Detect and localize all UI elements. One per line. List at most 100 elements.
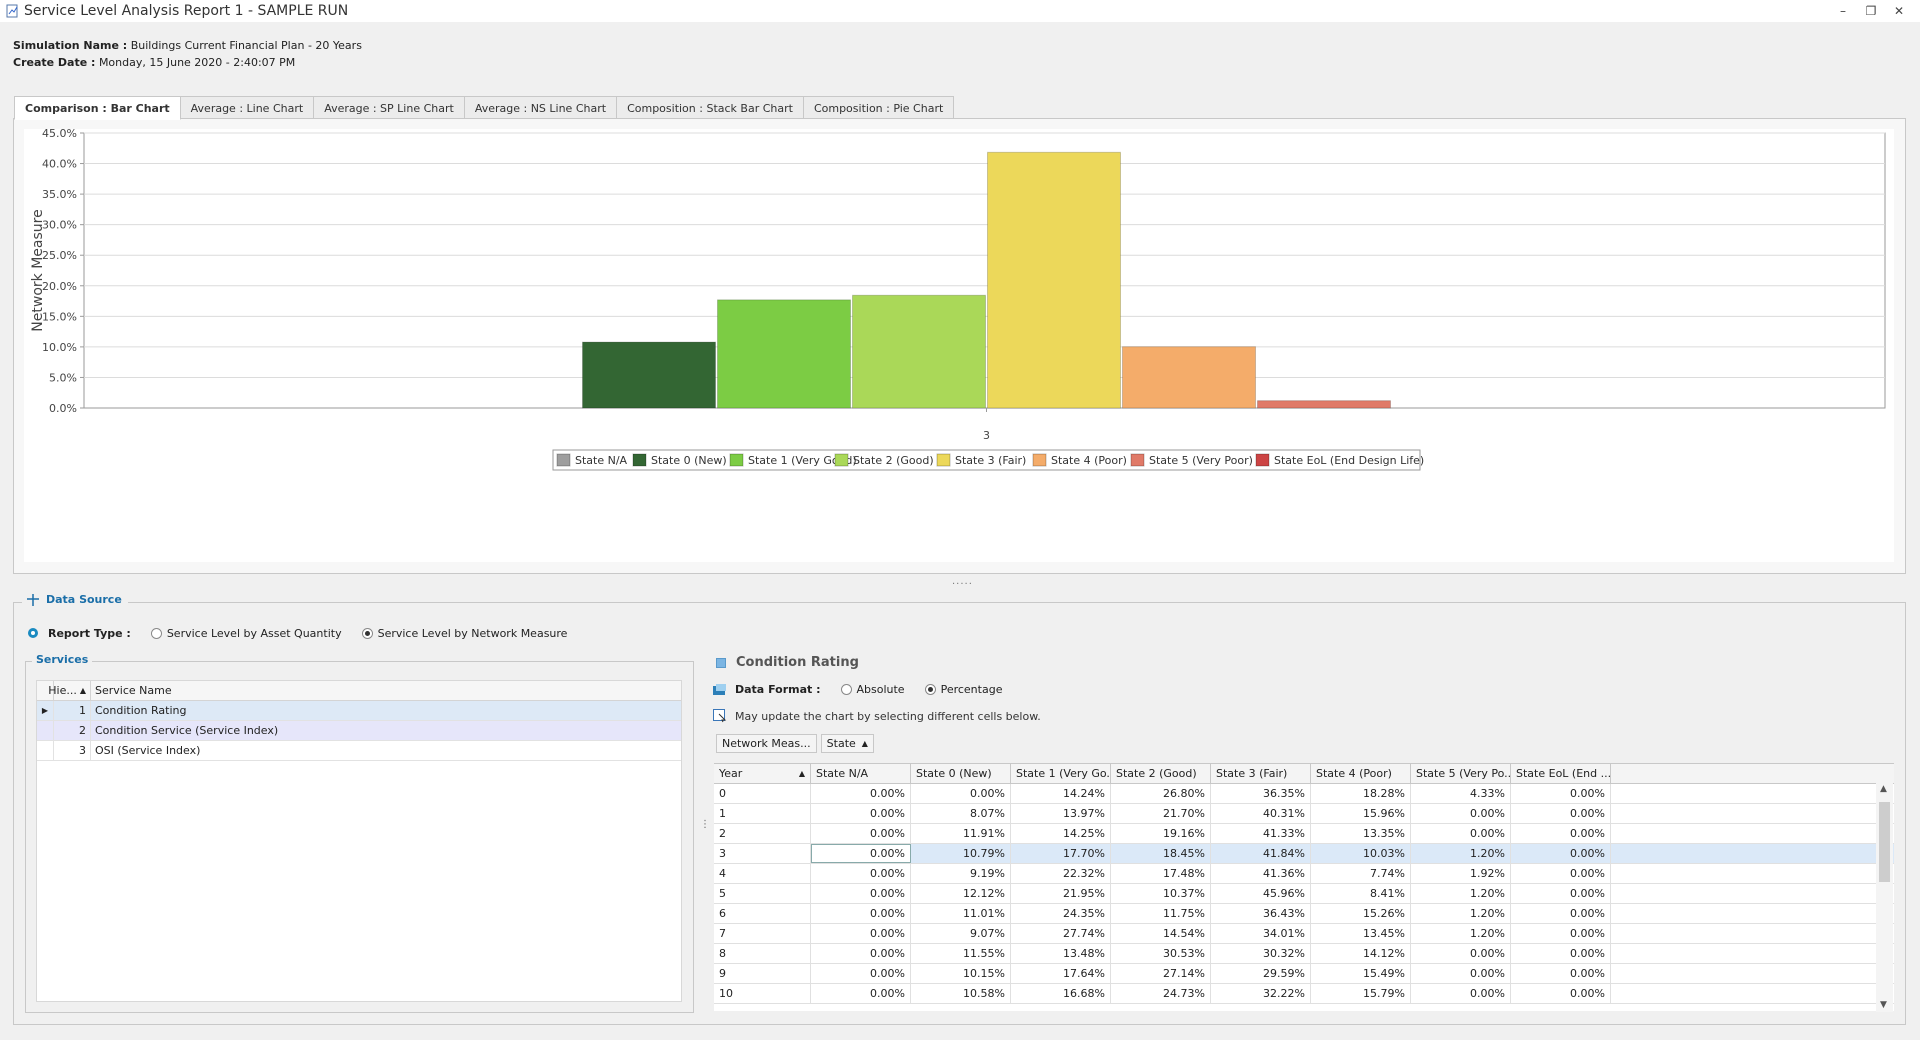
legend-label[interactable]: State 1 (Very Good) (748, 454, 857, 467)
radio-network-measure-dot[interactable] (361, 627, 373, 639)
column-header[interactable]: State 5 (Very Po... (1411, 764, 1511, 783)
value-cell[interactable]: 41.36% (1211, 864, 1311, 883)
value-cell[interactable]: 26.80% (1111, 784, 1211, 803)
scrollbar-thumb[interactable] (1879, 802, 1890, 882)
value-cell[interactable]: 13.35% (1311, 824, 1411, 843)
radio-asset-quantity[interactable]: Service Level by Asset Quantity (150, 627, 342, 640)
legend-label[interactable]: State 5 (Very Poor) (1149, 454, 1253, 467)
tab-average-line-chart[interactable]: Average : Line Chart (179, 96, 315, 119)
value-cell[interactable]: 8.07% (911, 804, 1011, 823)
radio-network-measure[interactable]: Service Level by Network Measure (361, 627, 567, 640)
value-cell[interactable]: 1.20% (1411, 924, 1511, 943)
value-cell[interactable]: 15.26% (1311, 904, 1411, 923)
state-field-button[interactable]: State ▲ (820, 734, 874, 753)
bar-state-4-poor[interactable] (1122, 346, 1256, 409)
legend-label[interactable]: State 2 (Good) (853, 454, 934, 467)
value-cell[interactable]: 19.16% (1111, 824, 1211, 843)
value-cell[interactable]: 11.01% (911, 904, 1011, 923)
scroll-up-icon[interactable]: ▲ (1880, 784, 1887, 794)
value-cell[interactable]: 17.64% (1011, 964, 1111, 983)
year-cell[interactable]: 9 (714, 964, 811, 983)
value-cell[interactable]: 14.54% (1111, 924, 1211, 943)
value-cell[interactable]: 16.68% (1011, 984, 1111, 1003)
value-cell[interactable]: 0.00% (811, 864, 911, 883)
year-cell[interactable]: 0 (714, 784, 811, 803)
value-cell[interactable]: 0.00% (1411, 984, 1511, 1003)
grid-row[interactable]: 10 0.00% 10.58% 16.68% 24.73% 32.22% 15.79% 0.0… (714, 984, 1894, 1004)
grid-row[interactable]: 1 0.00% 8.07% 13.97% 21.70% 40.31% 15.96% 0.00%… (714, 804, 1894, 824)
value-cell[interactable]: 36.35% (1211, 784, 1311, 803)
radio-percentage[interactable]: Percentage (924, 683, 1002, 696)
year-cell[interactable]: 10 (714, 984, 811, 1003)
value-cell[interactable]: 41.84% (1211, 844, 1311, 863)
grid-row[interactable]: 0 0.00% 0.00% 14.24% 26.80% 36.35% 18.28% 4.33%… (714, 784, 1894, 804)
bar-state-3-fair[interactable] (987, 151, 1121, 409)
hierarchy-column-header[interactable]: Hie... ▲ (48, 681, 91, 700)
value-cell[interactable]: 40.31% (1211, 804, 1311, 823)
tab-average-ns-line-chart[interactable]: Average : NS Line Chart (463, 96, 618, 119)
value-cell[interactable]: 15.49% (1311, 964, 1411, 983)
column-header[interactable]: State 1 (Very Go... (1011, 764, 1111, 783)
value-cell[interactable]: 1.20% (1411, 904, 1511, 923)
bar-state-5-very-poor[interactable] (1257, 400, 1391, 409)
value-cell[interactable]: 18.45% (1111, 844, 1211, 863)
value-cell[interactable]: 15.96% (1311, 804, 1411, 823)
value-cell[interactable]: 4.33% (1411, 784, 1511, 803)
grid-row[interactable]: 7 0.00% 9.07% 27.74% 14.54% 34.01% 13.45% 1.20%… (714, 924, 1894, 944)
value-cell[interactable]: 1.20% (1411, 884, 1511, 903)
column-header[interactable]: State 0 (New) (911, 764, 1011, 783)
year-cell[interactable]: 8 (714, 944, 811, 963)
value-cell[interactable]: 10.37% (1111, 884, 1211, 903)
value-cell[interactable]: 9.19% (911, 864, 1011, 883)
value-cell[interactable]: 14.25% (1011, 824, 1111, 843)
grid-row[interactable]: 4 0.00% 9.19% 22.32% 17.48% 41.36% 7.74% 1.92% 0… (714, 864, 1894, 884)
value-cell[interactable]: 0.00% (811, 784, 911, 803)
legend-label[interactable]: State EoL (End Design Life) (1274, 454, 1424, 467)
radio-absolute[interactable]: Absolute (840, 683, 905, 696)
value-cell[interactable]: 32.22% (1211, 984, 1311, 1003)
service-row[interactable]: 3 OSI (Service Index) (37, 741, 681, 761)
value-cell[interactable]: 45.96% (1211, 884, 1311, 903)
value-cell[interactable]: 10.03% (1311, 844, 1411, 863)
bar-state-0-new[interactable] (582, 341, 716, 409)
value-cell[interactable]: 0.00% (1511, 824, 1611, 843)
value-cell[interactable]: 10.79% (911, 844, 1011, 863)
value-cell[interactable]: 0.00% (811, 944, 911, 963)
radio-percentage-dot[interactable] (924, 684, 936, 695)
legend-label[interactable]: State 3 (Fair) (955, 454, 1026, 467)
value-cell[interactable]: 7.74% (1311, 864, 1411, 883)
value-cell[interactable]: 27.14% (1111, 964, 1211, 983)
radio-absolute-dot[interactable] (840, 684, 852, 695)
value-cell[interactable]: 12.12% (911, 884, 1011, 903)
legend-label[interactable]: State 4 (Poor) (1051, 454, 1127, 467)
value-cell[interactable]: 0.00% (1511, 984, 1611, 1003)
vertical-splitter[interactable]: ⋮ (700, 820, 710, 837)
value-cell[interactable]: 0.00% (1511, 964, 1611, 983)
column-header[interactable]: State 2 (Good) (1111, 764, 1211, 783)
value-cell[interactable]: 30.32% (1211, 944, 1311, 963)
value-cell[interactable]: 17.48% (1111, 864, 1211, 883)
value-cell[interactable]: 30.53% (1111, 944, 1211, 963)
value-cell[interactable]: 21.95% (1011, 884, 1111, 903)
value-cell[interactable]: 0.00% (911, 784, 1011, 803)
year-cell[interactable]: 5 (714, 884, 811, 903)
value-cell[interactable]: 1.92% (1411, 864, 1511, 883)
value-cell[interactable]: 29.59% (1211, 964, 1311, 983)
horizontal-splitter[interactable]: ..... (952, 576, 973, 587)
value-cell[interactable]: 8.41% (1311, 884, 1411, 903)
year-cell[interactable]: 1 (714, 804, 811, 823)
value-cell[interactable]: 36.43% (1211, 904, 1311, 923)
bar-state-2-good[interactable] (852, 294, 986, 409)
value-cell[interactable]: 0.00% (1411, 824, 1511, 843)
grid-vertical-scrollbar[interactable]: ▲ ▼ (1876, 782, 1893, 1012)
bar-chart[interactable]: 0.0% 5.0% 10.0% 15.0% 20.0% 25.0% 30.0% 35.0% 40… (24, 129, 1894, 562)
column-header[interactable]: State N/A (811, 764, 911, 783)
value-cell[interactable]: 0.00% (1411, 804, 1511, 823)
value-cell[interactable]: 9.07% (911, 924, 1011, 943)
value-cell[interactable]: 27.74% (1011, 924, 1111, 943)
legend-label[interactable]: State N/A (575, 454, 628, 467)
year-cell[interactable]: 2 (714, 824, 811, 843)
restore-icon[interactable]: ❐ (1865, 4, 1877, 18)
year-column-header[interactable]: Year ▲ (714, 764, 811, 783)
grid-row[interactable]: 8 0.00% 11.55% 13.48% 30.53% 30.32% 14.12% 0.00… (714, 944, 1894, 964)
